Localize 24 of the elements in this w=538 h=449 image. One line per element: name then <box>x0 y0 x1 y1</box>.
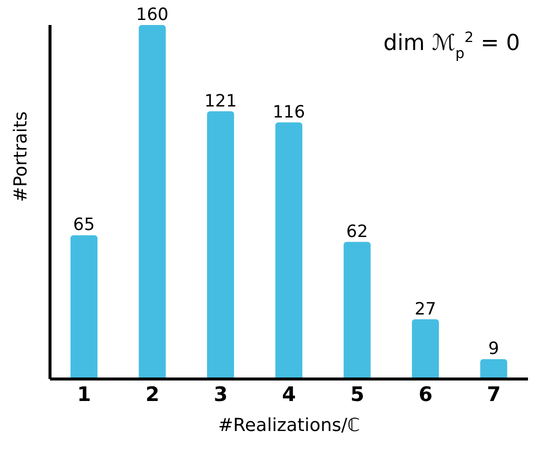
bar <box>70 235 98 379</box>
x-tick-label: 5 <box>350 382 364 406</box>
data-label: 9 <box>488 339 500 360</box>
data-label: 65 <box>73 215 95 236</box>
x-tick-label: 7 <box>486 382 501 406</box>
x-tick-label: 6 <box>418 382 433 406</box>
x-axis-title: #Realizations/ℂ <box>218 415 360 436</box>
bar <box>138 25 166 379</box>
bar <box>344 242 371 379</box>
bar <box>207 111 234 379</box>
data-label: 160 <box>136 5 168 25</box>
y-axis-title: #Portraits <box>10 111 32 202</box>
bar <box>480 359 508 379</box>
data-label: 116 <box>272 102 306 122</box>
x-tick-label: 1 <box>77 382 92 406</box>
annotation: dim ℳ$_{p}$$^{2}$ = 0 <box>383 30 520 62</box>
bar <box>412 319 439 379</box>
data-label: 121 <box>204 91 237 112</box>
data-label: 27 <box>414 299 436 320</box>
x-tick-label: 3 <box>214 382 228 406</box>
bar <box>275 122 302 379</box>
data-label: 62 <box>346 222 368 242</box>
x-tick-label: 2 <box>145 382 160 406</box>
x-tick-label: 4 <box>282 382 296 406</box>
